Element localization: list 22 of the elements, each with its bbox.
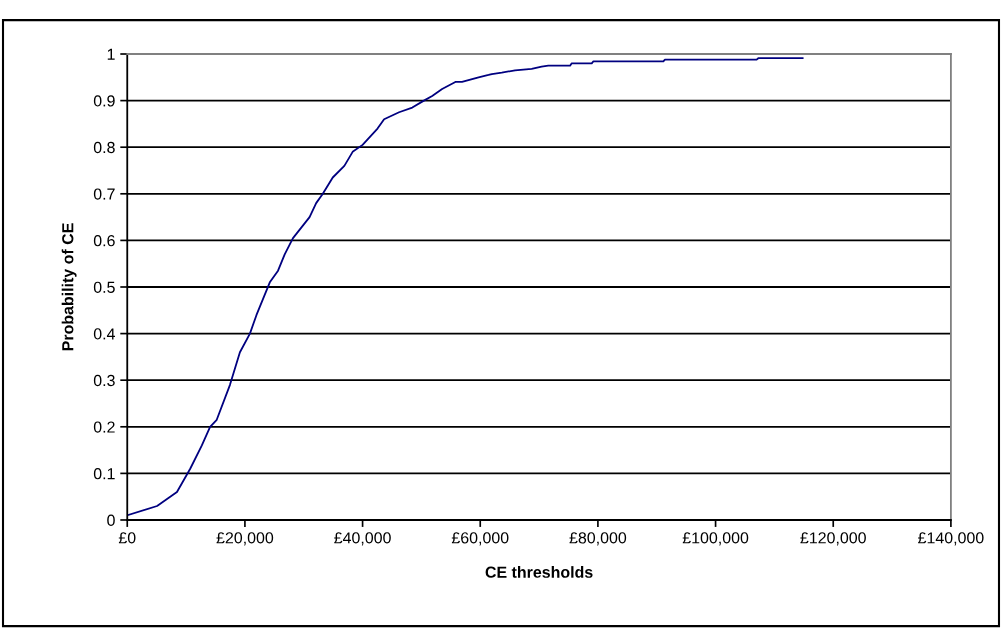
- line-series: [127, 57, 804, 517]
- y-tick-label: 0.5: [93, 281, 115, 293]
- y-tick-label: 0.8: [93, 141, 115, 154]
- y-axis-title: Probability of CE: [61, 223, 77, 351]
- x-tick-label: £100,000: [682, 532, 749, 546]
- x-tick-label: £20,000: [216, 532, 274, 546]
- y-tick-label: 0.4: [93, 328, 115, 340]
- y-tick-label: 0.7: [93, 188, 115, 200]
- x-tick-label: £140,000: [918, 532, 984, 546]
- y-tick-label: 0.6: [93, 235, 115, 247]
- x-tick-label: £80,000: [569, 532, 627, 546]
- y-tick-label: 0.3: [93, 374, 115, 387]
- y-tick-label: 0: [107, 514, 115, 526]
- x-axis-title: CE thresholds: [485, 566, 593, 578]
- x-tick-label: £60,000: [451, 532, 509, 546]
- x-tick-label: £120,000: [800, 532, 866, 546]
- y-tick-label: 0.9: [93, 95, 115, 107]
- x-tick-label: £0: [118, 532, 136, 544]
- y-tick-label: 0.2: [93, 421, 115, 433]
- y-tick-label: 0.1: [93, 468, 115, 480]
- y-tick-label: 1: [107, 48, 115, 60]
- x-tick-label: £40,000: [334, 532, 391, 546]
